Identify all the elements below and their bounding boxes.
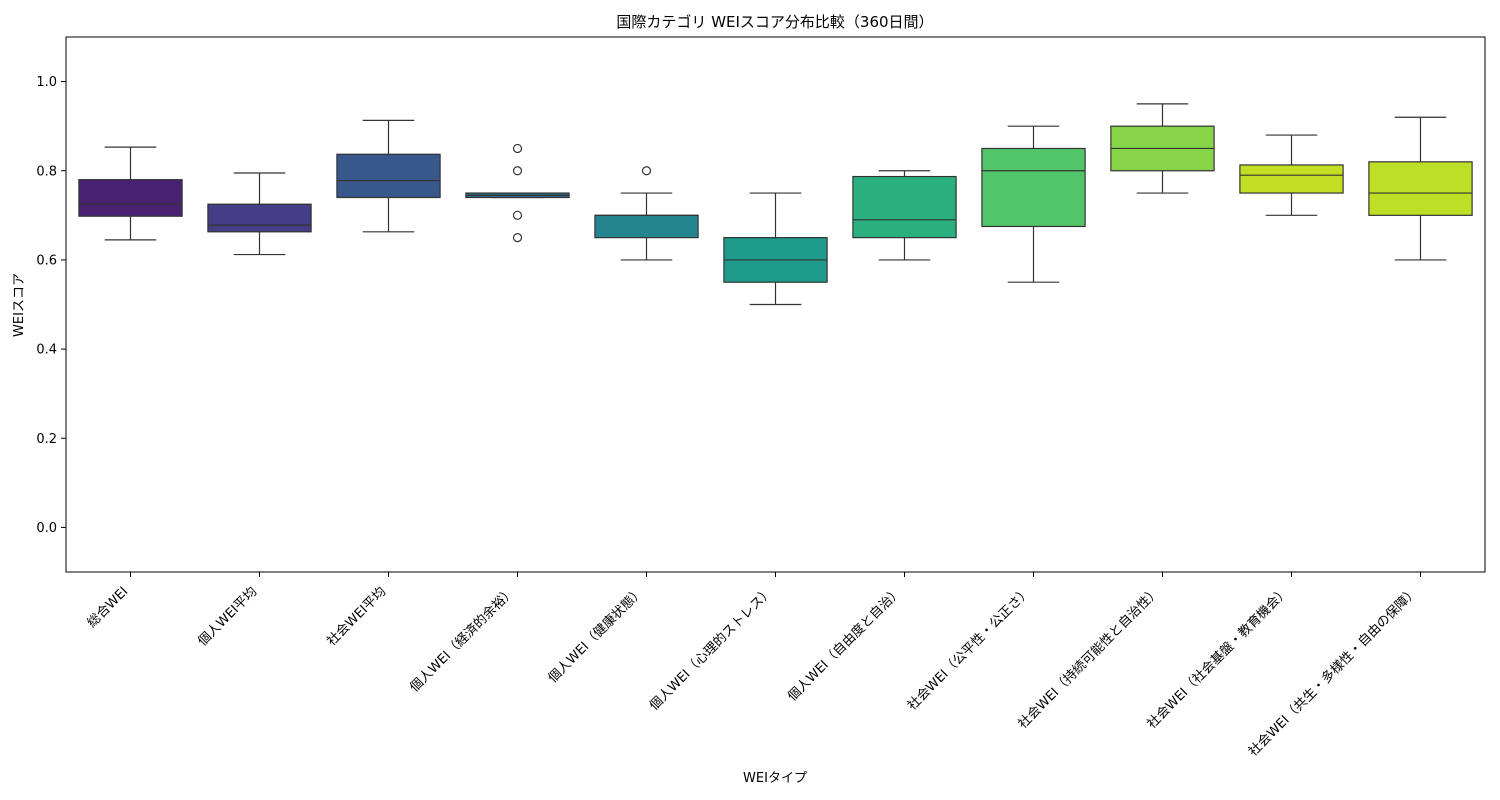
x-tick-label-2: 社会WEI平均 [324, 584, 390, 650]
y-tick-label-0: 0.0 [36, 521, 57, 536]
x-tick-label-7: 社会WEI（公平性・公正さ） [904, 584, 1034, 714]
box-9 [1239, 164, 1344, 194]
box-0 [78, 179, 183, 217]
box-1 [207, 203, 312, 233]
x-tick-label-5: 個人WEI（心理的ストレス） [646, 584, 776, 714]
outlier-point-3-2 [512, 210, 523, 220]
box-6 [852, 175, 957, 239]
x-tick-label-6: 個人WEI（自由度と自治） [784, 584, 905, 705]
x-tick-label-1: 個人WEI平均 [195, 584, 260, 649]
box-2 [336, 153, 441, 199]
outlier-point-3-1 [512, 166, 523, 176]
y-tick-label-2: 0.4 [36, 343, 57, 358]
x-tick-label-0: 総合WEI [85, 584, 132, 631]
x-tick-label-3: 個人WEI（経済的余裕） [407, 584, 519, 696]
plot-frame [65, 36, 1486, 573]
y-tick-label-3: 0.6 [36, 253, 57, 268]
y-tick-label-4: 0.8 [36, 164, 57, 179]
outlier-point-4-0 [641, 166, 652, 176]
y-tick-label-5: 1.0 [36, 75, 57, 90]
x-tick-label-9: 社会WEI（社会基盤・教育機会） [1144, 584, 1292, 732]
y-axis-label: WEIスコア [12, 273, 27, 337]
box-4 [594, 214, 699, 239]
outlier-point-3-0 [512, 143, 523, 154]
box-7 [981, 147, 1086, 228]
box-10 [1368, 161, 1473, 216]
y-tick-label-1: 0.2 [36, 432, 57, 447]
x-tick-label-4: 個人WEI（健康状態） [545, 584, 647, 686]
x-axis-label: WEIタイプ [743, 771, 807, 786]
x-tick-label-8: 社会WEI（持続可能性と自治性） [1015, 584, 1163, 732]
outlier-point-3-3 [512, 233, 523, 243]
chart-title: 国際カテゴリ WEIスコア分布比較（360日間） [616, 13, 933, 31]
